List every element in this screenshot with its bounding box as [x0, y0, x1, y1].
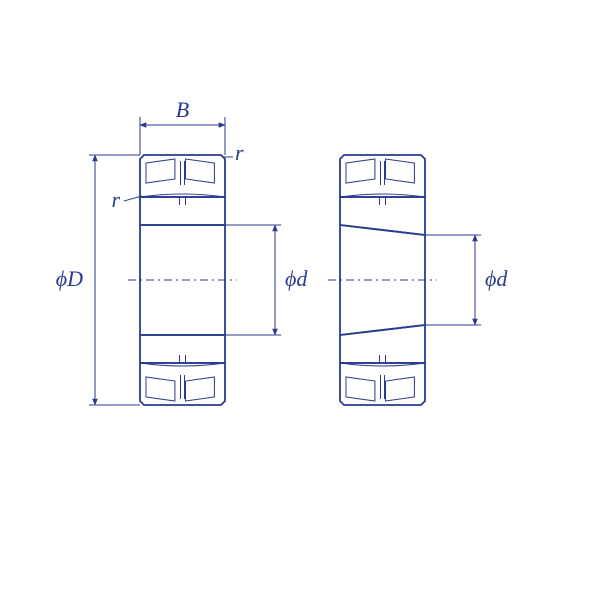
label-phi-D: ϕD	[56, 266, 83, 291]
label-r-top: r	[235, 140, 244, 165]
label-r-left: r	[111, 187, 120, 212]
label-B: B	[176, 97, 189, 122]
label-phi-d-mid: ϕd	[285, 266, 308, 291]
label-phi-d-right: ϕd	[485, 266, 508, 291]
drawing-group: Br r ϕD ϕd ϕd	[56, 97, 509, 405]
bearing-cross-section-diagram: Br r ϕD ϕd ϕd	[0, 0, 600, 600]
